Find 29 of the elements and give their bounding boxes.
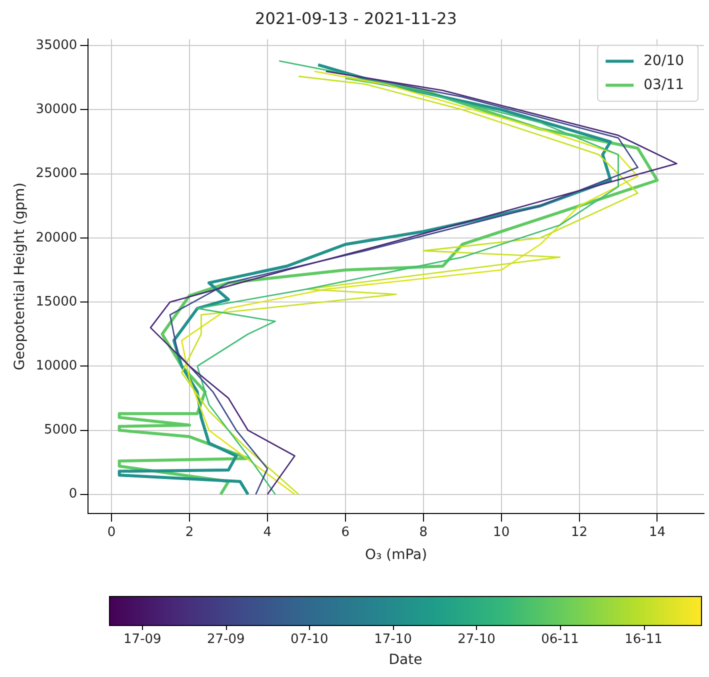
x-tick-label: 4: [263, 524, 272, 540]
x-tick-label: 14: [648, 524, 666, 540]
y-tick-label: 15000: [36, 294, 78, 310]
x-tick-label: 10: [493, 524, 510, 540]
y-tick-label: 20000: [36, 230, 78, 246]
chart-title: 2021-09-13 - 2021-11-23: [255, 8, 457, 28]
x-tick-label: 2: [185, 524, 194, 540]
color-bar-title: Date: [388, 652, 424, 668]
y-tick-label: 5000: [44, 422, 78, 438]
color-bar-label: 27-10: [456, 632, 496, 647]
x-tick-label: 8: [419, 524, 428, 540]
color-bar-label: 06-11: [540, 632, 580, 647]
color-bar-label: 27-09: [206, 632, 246, 647]
y-tick-label: 25000: [36, 166, 78, 182]
legend-label: 03/11: [644, 76, 684, 93]
color-bar-label: 07-10: [290, 632, 330, 647]
color-bar-label: 17-09: [122, 632, 162, 647]
color-bar-label: 16-11: [624, 632, 664, 647]
x-tick-label: 0: [107, 524, 116, 540]
x-tick-label: 12: [571, 524, 588, 540]
y-tick-label: 10000: [36, 358, 78, 374]
y-tick-label: 0: [68, 486, 78, 502]
x-tick-label: 6: [341, 524, 350, 540]
x-axis-title: O₃ (mPa): [365, 547, 428, 564]
y-tick-label: 35000: [36, 38, 78, 53]
y-tick-label: 30000: [36, 102, 78, 118]
legend-label: 20/10: [644, 52, 684, 69]
color-bar-label: 17-10: [373, 632, 413, 647]
y-axis-title: Geopotential Height (gpm): [12, 182, 28, 370]
